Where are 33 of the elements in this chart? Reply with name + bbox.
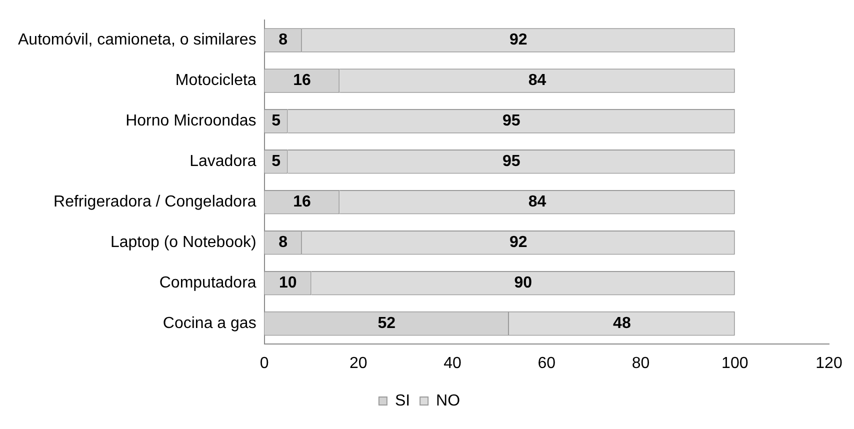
y-tick-label: Laptop (o Notebook)	[110, 234, 256, 252]
data-label: 90	[514, 274, 532, 292]
legend-label: NO	[436, 392, 460, 410]
y-tick-label: Motocicleta	[175, 72, 256, 90]
data-label: 92	[510, 234, 528, 252]
data-label: 16	[293, 72, 311, 90]
data-label: 48	[613, 314, 631, 332]
data-label: 84	[528, 194, 546, 211]
data-label: 5	[272, 153, 281, 170]
x-tick-label: 120	[816, 354, 842, 372]
data-label: 52	[378, 314, 396, 332]
data-label: 95	[502, 112, 520, 130]
data-label: 16	[293, 194, 311, 211]
y-tick-label: Automóvil, camioneta, o similares	[18, 32, 256, 49]
x-tick-label: 0	[260, 354, 269, 372]
y-tick-label: Refrigeradora / Congeladora	[54, 194, 256, 211]
data-label: 8	[278, 32, 288, 49]
data-label: 10	[278, 274, 297, 292]
data-label: 84	[528, 72, 546, 90]
x-tick-label: 80	[632, 354, 650, 372]
data-label: 95	[502, 153, 520, 170]
x-tick-label: 60	[538, 354, 556, 372]
x-tick-label: 40	[444, 354, 462, 372]
data-label: 8	[278, 234, 288, 252]
y-tick-label: Computadora	[159, 274, 256, 292]
y-tick-label: Lavadora	[190, 153, 256, 170]
x-tick-label: 20	[350, 354, 368, 372]
y-tick-label: Horno Microondas	[126, 112, 256, 130]
data-label: 92	[510, 32, 528, 49]
data-label: 5	[272, 112, 281, 130]
y-tick-label: Cocina a gas	[162, 314, 256, 332]
legend-label: SI	[394, 392, 410, 410]
x-tick-label: 100	[722, 354, 748, 372]
